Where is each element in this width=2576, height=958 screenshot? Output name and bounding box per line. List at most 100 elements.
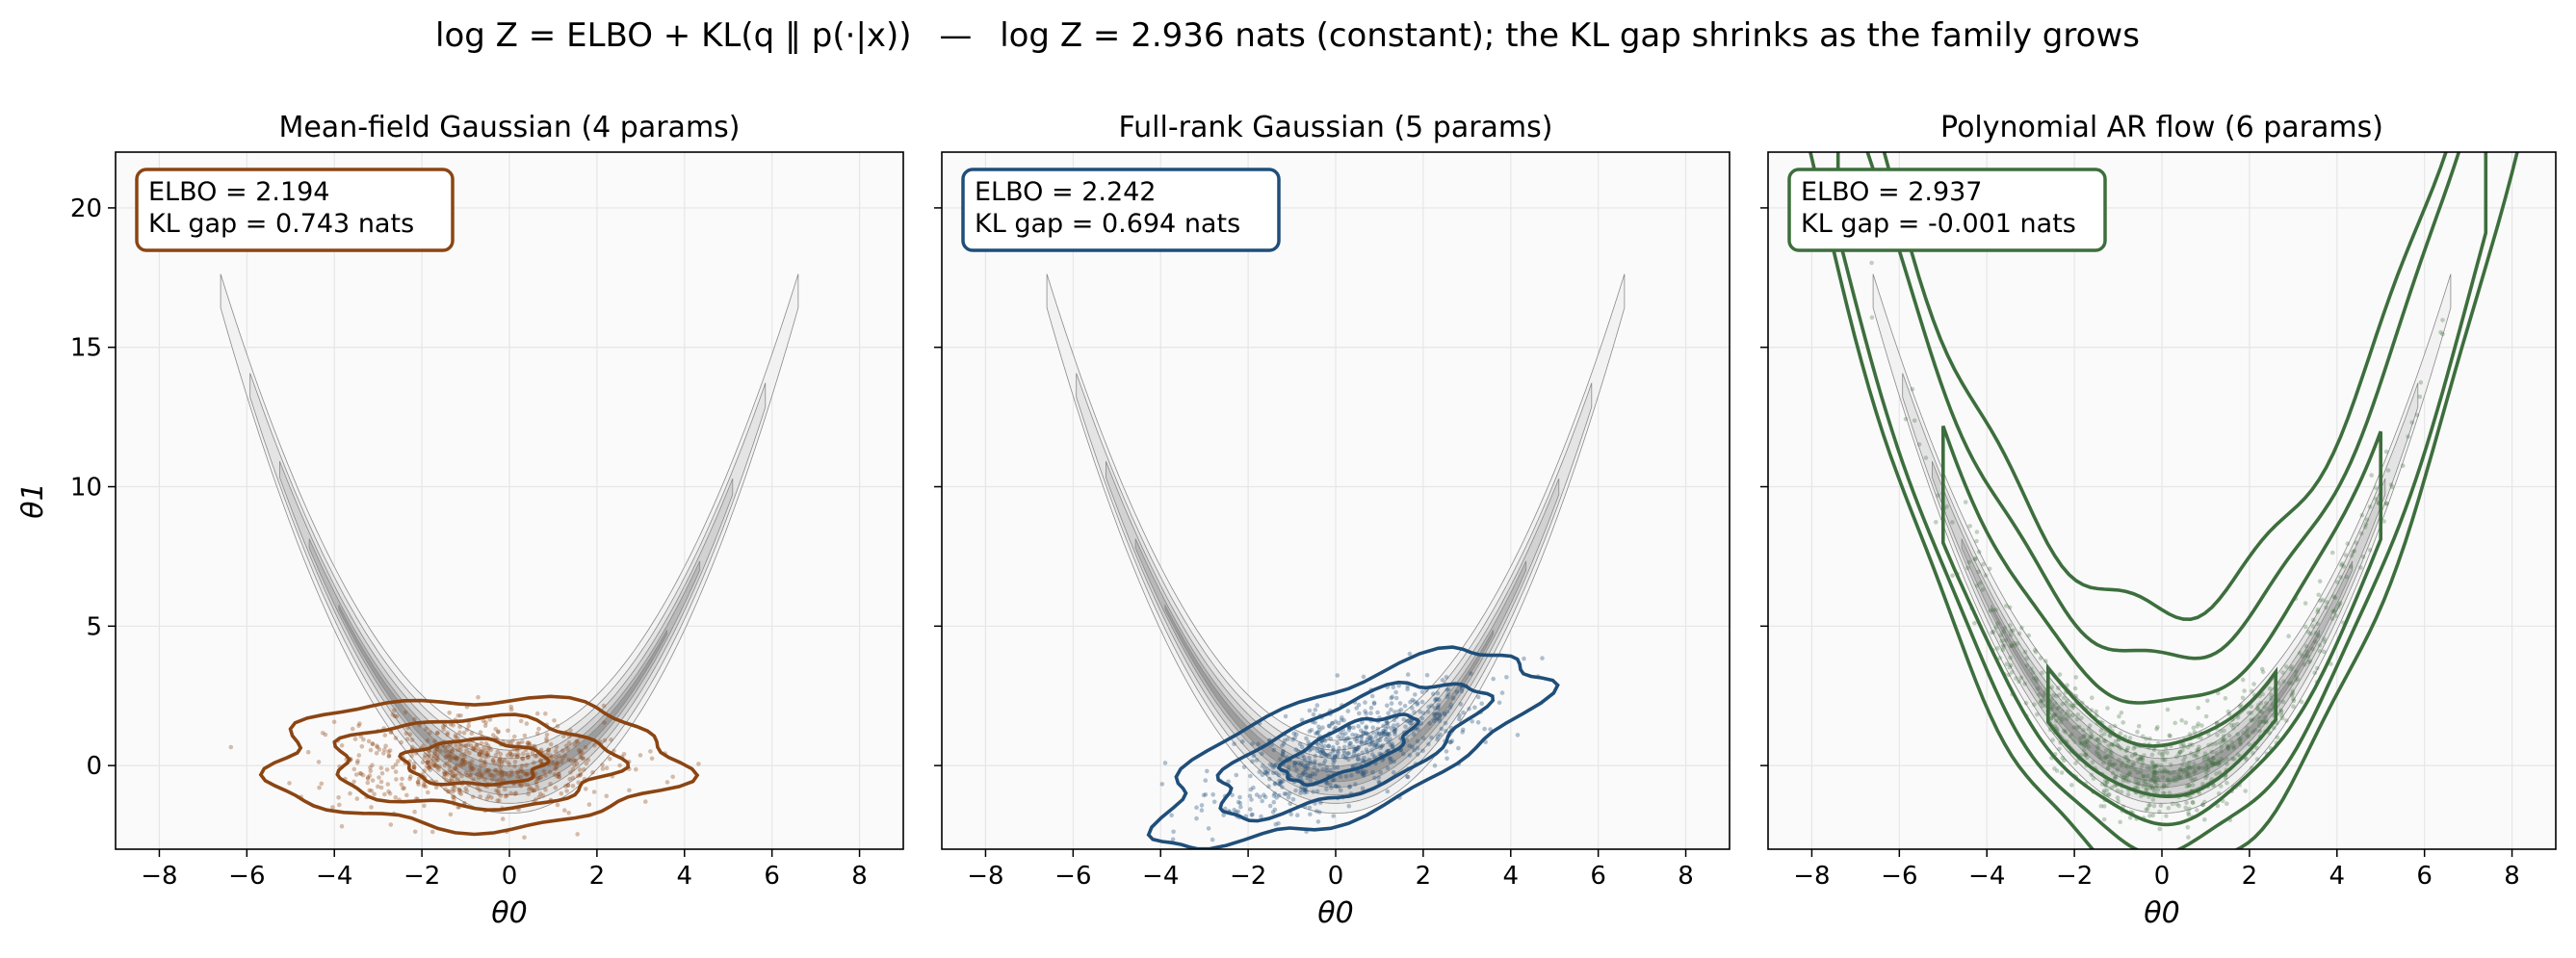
sample-point <box>2369 473 2374 478</box>
sample-point <box>1410 744 1415 750</box>
sample-point <box>1271 799 1277 805</box>
sample-point <box>1254 758 1260 763</box>
sample-point <box>1267 762 1273 767</box>
sample-point <box>2214 771 2219 776</box>
sample-point <box>1305 772 1310 777</box>
sample-point <box>2177 775 2182 781</box>
sample-point <box>1366 757 1371 763</box>
sample-point <box>518 768 523 774</box>
sample-point <box>2158 803 2164 808</box>
sample-point <box>1362 755 1366 761</box>
sample-point <box>2123 778 2128 783</box>
sample-point <box>534 753 539 759</box>
sample-point <box>2244 728 2250 734</box>
sample-point <box>2009 643 2014 649</box>
sample-point <box>1315 741 1320 747</box>
sample-point <box>2440 331 2445 337</box>
sample-point <box>468 773 474 778</box>
sample-point <box>2317 648 2323 654</box>
sample-point <box>1972 620 1977 626</box>
sample-point <box>446 754 452 759</box>
sample-point <box>2152 790 2157 794</box>
sample-point <box>483 720 488 725</box>
sample-point <box>1936 493 1940 498</box>
sample-point <box>385 782 391 787</box>
sample-point <box>1426 741 1431 747</box>
sample-point <box>2152 769 2157 775</box>
sample-point <box>1292 735 1297 740</box>
x-tick-label: 2 <box>589 862 606 891</box>
sample-point <box>337 802 342 808</box>
sample-point <box>648 749 653 754</box>
sample-point <box>1354 706 1359 711</box>
sample-point <box>474 743 480 748</box>
sample-point <box>2150 787 2156 791</box>
sample-point <box>1380 743 1385 748</box>
sample-point <box>524 763 529 767</box>
sample-point <box>2082 739 2088 745</box>
sample-point <box>2203 765 2209 770</box>
sample-point <box>2320 597 2326 603</box>
sample-point <box>387 748 393 753</box>
sample-point <box>533 782 539 787</box>
sample-point <box>415 779 421 785</box>
sample-point <box>482 723 488 728</box>
sample-point <box>433 758 439 763</box>
sample-point <box>2151 769 2156 775</box>
sample-point <box>1420 736 1426 740</box>
sample-point <box>496 791 502 796</box>
sample-point <box>1206 826 1211 831</box>
x-tick-label: 0 <box>2154 862 2171 891</box>
sample-point <box>486 793 491 799</box>
sample-point <box>1237 801 1243 806</box>
sample-point <box>2110 741 2115 747</box>
sample-point <box>365 780 371 786</box>
sample-point <box>2201 758 2207 763</box>
sample-point <box>2160 785 2165 790</box>
sample-point <box>1240 738 1245 744</box>
sample-point <box>2157 826 2162 832</box>
sample-point <box>1310 771 1315 776</box>
sample-point <box>444 753 450 758</box>
sample-point <box>2153 785 2158 790</box>
sample-point <box>320 731 325 736</box>
sample-point <box>2177 749 2183 755</box>
x-tick-label: 8 <box>1678 862 1694 891</box>
sample-point <box>1332 755 1338 760</box>
sample-point <box>1418 720 1424 726</box>
sample-point <box>1405 774 1410 779</box>
target-density-band <box>338 605 667 783</box>
sample-point <box>2009 643 2014 649</box>
sample-point <box>2017 679 2021 685</box>
sample-point <box>560 756 565 761</box>
sample-point <box>382 747 387 752</box>
sample-point <box>2077 724 2082 730</box>
sample-point <box>604 765 610 770</box>
sample-point <box>483 740 489 746</box>
sample-point <box>445 789 451 794</box>
sample-point <box>1194 805 1199 810</box>
sample-point <box>401 786 405 791</box>
sample-point <box>1378 745 1383 750</box>
sample-point <box>1308 759 1313 764</box>
sample-point <box>2127 736 2133 740</box>
sample-point <box>476 775 481 781</box>
sample-point <box>461 731 467 736</box>
sample-point <box>548 781 553 787</box>
sample-point <box>445 772 450 777</box>
sample-point <box>1351 751 1357 756</box>
sample-point <box>557 774 561 780</box>
sample-point <box>2094 709 2098 714</box>
sample-point <box>601 703 607 709</box>
sample-point <box>531 760 536 765</box>
sample-point <box>2240 695 2246 701</box>
sample-point <box>1315 767 1320 773</box>
sample-point <box>1419 715 1425 721</box>
sample-point <box>2120 773 2124 778</box>
sample-point <box>1416 727 1420 733</box>
sample-point <box>1359 734 1365 738</box>
sample-point <box>2132 766 2137 772</box>
sample-point <box>2122 774 2127 780</box>
sample-point <box>2363 522 2369 527</box>
